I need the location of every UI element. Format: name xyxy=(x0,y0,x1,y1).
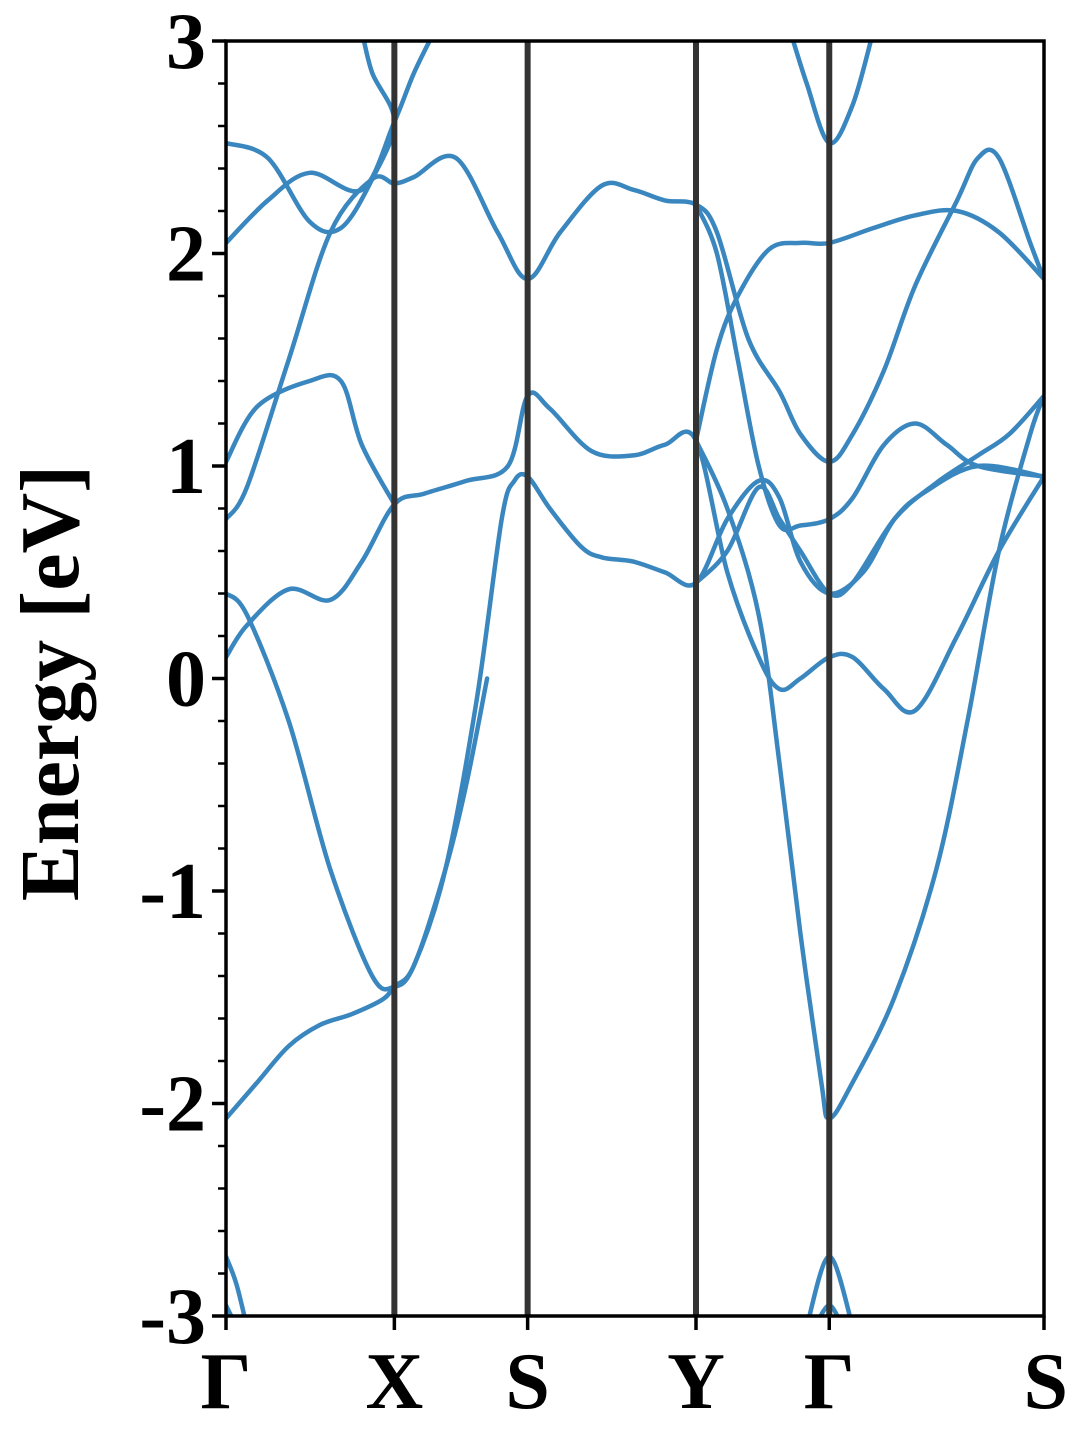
plot-frame xyxy=(224,39,1046,1318)
y-tick-label: -1 xyxy=(139,848,206,936)
y-axis-title: Energy [eV] xyxy=(4,465,97,901)
y-tick-label: -3 xyxy=(139,1273,206,1361)
band-line-3 xyxy=(226,390,1044,715)
band-line-9 xyxy=(693,393,1044,1121)
band-line-6 xyxy=(226,41,433,246)
kpoint-label-5: Γ xyxy=(804,1338,855,1426)
y-tick-label: 2 xyxy=(166,211,206,299)
kpoint-label-1: Γ xyxy=(201,1338,252,1426)
kpoint-label-3: S xyxy=(505,1338,550,1426)
band-line-13 xyxy=(226,1254,247,1316)
kpoint-label-2: X xyxy=(365,1338,423,1426)
band-line-1 xyxy=(226,463,1044,1121)
kpoint-label-4: Y xyxy=(667,1338,725,1426)
band-line-10 xyxy=(693,202,1044,533)
band-line-11 xyxy=(693,393,1044,599)
band-line-7 xyxy=(226,41,397,235)
y-tick-label: 3 xyxy=(166,0,206,86)
band-line-2 xyxy=(226,591,490,992)
y-tick-label: 0 xyxy=(166,636,206,724)
kpoint-label-6: S xyxy=(1024,1338,1069,1426)
band-line-5 xyxy=(226,372,397,507)
y-tick-label: 1 xyxy=(166,423,206,511)
band-line-4 xyxy=(226,147,1044,522)
y-tick-label: -2 xyxy=(139,1061,206,1149)
